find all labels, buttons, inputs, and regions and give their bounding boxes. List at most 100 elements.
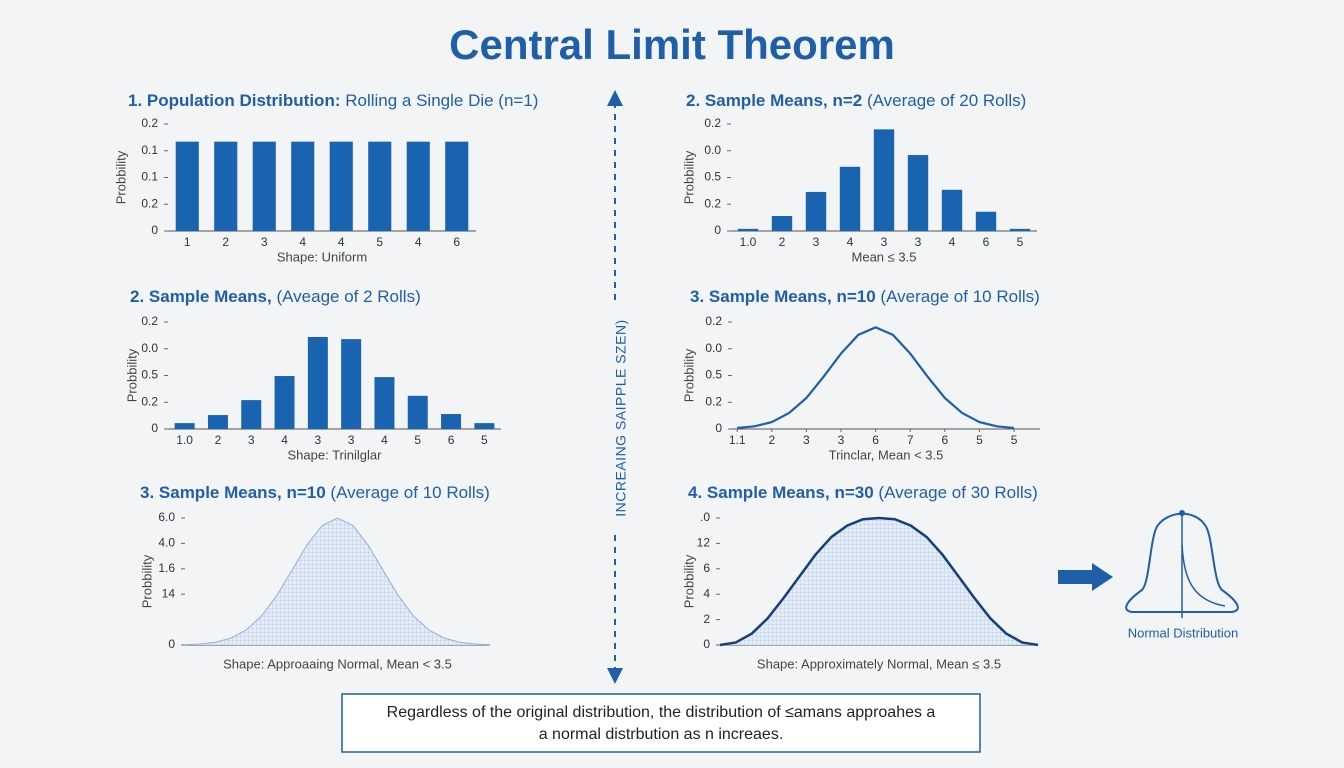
x-tick-label: 4 (847, 235, 854, 249)
y-axis-label: Probbility (681, 554, 696, 608)
y-axis-label: Probbility (681, 348, 696, 402)
chart-title-main: 3. Sample Means, n=10 (140, 483, 326, 502)
x-tick-label: 3 (915, 235, 922, 249)
bar (941, 189, 963, 231)
y-tick-label: 0 (151, 223, 158, 237)
chart-title: 2. Sample Means, n=2 (Average of 20 Roll… (686, 91, 1026, 110)
side-label: INCREAING SAIPPLE SZEN) (613, 319, 629, 516)
bar (474, 423, 495, 429)
bar (307, 336, 328, 429)
bar (737, 228, 759, 231)
x-tick-label: 4 (299, 235, 306, 249)
bar (207, 415, 228, 429)
bar (174, 423, 195, 429)
bar (407, 395, 428, 429)
x-tick-label: 1.1 (729, 433, 746, 447)
y-tick-label: 0.2 (704, 116, 721, 130)
x-tick-label: 1 (184, 235, 191, 249)
y-tick-label: 4 (703, 586, 710, 600)
footer-line: Regardless of the original distribution,… (387, 704, 936, 721)
y-tick-label: 0.0 (141, 341, 158, 355)
x-axis-label: Shape: Trinilglar (288, 447, 383, 462)
x-tick-label: 5 (1011, 433, 1018, 447)
page-title: Central Limit Theorem (449, 21, 895, 68)
bar (341, 339, 362, 429)
x-tick-label: 3 (803, 433, 810, 447)
y-tick-label: 0.2 (141, 116, 158, 130)
bar (214, 141, 238, 231)
x-tick-label: 5 (414, 433, 421, 447)
y-axis-label: Probbility (139, 554, 154, 608)
bar (839, 166, 861, 231)
area-line (184, 517, 491, 646)
x-tick-label: 2 (768, 433, 775, 447)
x-tick-label: 4 (415, 235, 422, 249)
x-axis-label: Trinclar, Mean < 3.5 (829, 447, 944, 462)
x-tick-label: 3 (813, 235, 820, 249)
x-tick-label: 2 (779, 235, 786, 249)
bell-curve (1181, 544, 1226, 607)
x-tick-label: 6 (448, 433, 455, 447)
footer-box (341, 693, 981, 753)
chart-subtitle: (Average of 10 Rolls) (330, 483, 489, 502)
chart-subtitle: (Aveage of 2 Rolls) (276, 287, 420, 306)
y-tick-label: 0 (703, 637, 710, 651)
y-tick-label: 1.6 (158, 561, 175, 575)
x-axis-label: Shape: Approximately Normal, Mean ≤ 3.5 (757, 656, 1001, 671)
x-axis-label: Shape: Approaaing Normal, Mean < 3.5 (223, 656, 452, 671)
x-tick-label: 2 (222, 235, 229, 249)
x-tick-label: 6 (453, 235, 460, 249)
x-tick-label: 3 (315, 433, 322, 447)
bar (175, 141, 199, 231)
x-axis-label: Shape: Uniform (277, 249, 367, 264)
x-tick-label: 5 (976, 433, 983, 447)
x-axis-label: Mean ≤ 3.5 (852, 249, 917, 264)
y-tick-label: 0.2 (141, 394, 158, 408)
bar (975, 211, 997, 231)
y-tick-label: 0.2 (141, 196, 158, 210)
x-tick-label: 5 (481, 433, 488, 447)
x-tick-label: 5 (376, 235, 383, 249)
bar (445, 141, 469, 231)
y-tick-label: .0 (700, 510, 710, 524)
x-tick-label: 1.0 (176, 433, 193, 447)
y-tick-label: 0 (714, 223, 721, 237)
chart-title: 4. Sample Means, n=30 (Average of 30 Rol… (688, 483, 1038, 502)
chart-title-main: 3. Sample Means, n=10 (690, 287, 876, 306)
bell-dot (1179, 510, 1185, 516)
chart-title-main: 4. Sample Means, n=30 (688, 483, 874, 502)
y-tick-label: 0.5 (704, 170, 721, 184)
bar (291, 141, 315, 231)
y-tick-label: 2 (703, 612, 710, 626)
x-tick-label: 3 (261, 235, 268, 249)
chart-subtitle: Rolling a Single Die (n=1) (345, 91, 538, 110)
bar (374, 377, 395, 429)
x-tick-label: 4 (281, 433, 288, 447)
y-tick-label: 14 (162, 586, 176, 600)
footer-line: a normal distrbution as n increaes. (539, 726, 784, 743)
x-tick-label: 1.0 (740, 235, 757, 249)
chart-title-main: 1. Population Distribution: (128, 91, 340, 110)
line-series (737, 326, 1015, 430)
chart-title-main: 2. Sample Means, (130, 287, 272, 306)
x-tick-label: 4 (381, 433, 388, 447)
bell-icon (1125, 512, 1239, 613)
x-tick-label: 4 (338, 235, 345, 249)
icon-label: Normal Distribution (1128, 625, 1239, 640)
y-tick-label: 0.5 (141, 368, 158, 382)
y-tick-label: 0.2 (141, 314, 158, 328)
chart-title-main: 2. Sample Means, n=2 (686, 91, 862, 110)
y-tick-label: 0.1 (141, 170, 158, 184)
area-line (719, 516, 1039, 647)
bar (368, 141, 392, 231)
bar (441, 414, 462, 429)
y-tick-label: 0.0 (704, 143, 721, 157)
bar (805, 191, 827, 231)
bar (406, 141, 430, 231)
y-tick-label: 0.5 (705, 368, 722, 382)
y-tick-label: 0 (151, 421, 158, 435)
x-tick-label: 3 (248, 433, 255, 447)
x-tick-label: 2 (215, 433, 222, 447)
